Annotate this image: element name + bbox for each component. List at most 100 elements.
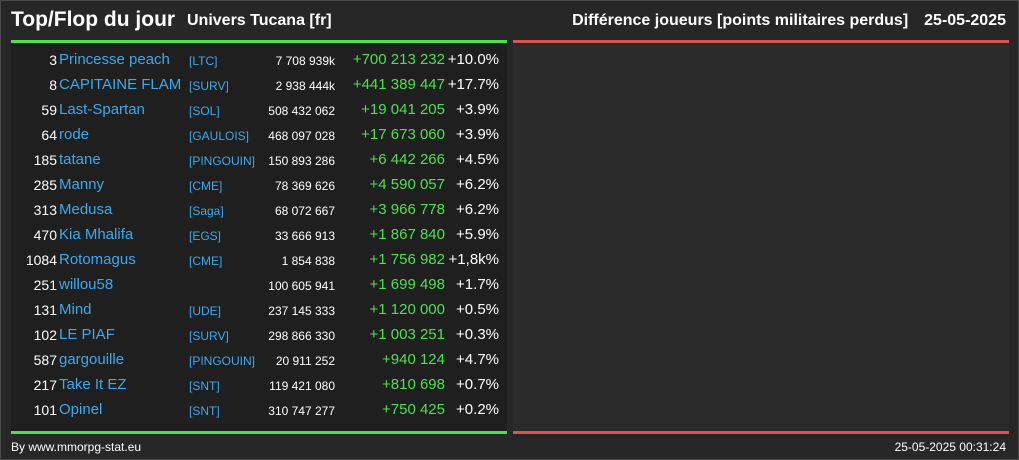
metric-label: Différence joueurs [points militaires pe…	[572, 12, 909, 29]
player-points: 1 854 838	[281, 254, 335, 268]
player-row: 587 gargouille [PINGOUIN] 20 911 252 +940 12…	[11, 348, 507, 373]
player-row: 470 Kia Mhalifa [EGS] 33 666 913 +1 867 840 +…	[11, 223, 507, 248]
player-row: 217 Take It EZ [SNT] 119 421 080 +810 698 +0.…	[11, 373, 507, 398]
player-name-link[interactable]: willou58	[59, 276, 114, 293]
player-percent: +4.7%	[456, 351, 499, 368]
player-points: 237 145 333	[268, 304, 335, 318]
player-alliance-link[interactable]: [UDE]	[189, 304, 222, 318]
player-rank: 587	[33, 352, 57, 368]
player-alliance-link[interactable]: [CME]	[189, 179, 223, 193]
player-diff: +3 966 778	[369, 201, 446, 218]
player-points: 78 369 626	[274, 179, 335, 193]
page-title: Top/Flop du jour	[11, 8, 176, 31]
player-diff: +700 213 232	[352, 51, 445, 68]
player-points: 2 938 444k	[275, 79, 335, 93]
player-percent: +3.9%	[456, 126, 499, 143]
player-alliance-link[interactable]: [SURV]	[189, 329, 229, 343]
player-name-link[interactable]: CAPITAINE FLAM	[59, 76, 182, 93]
player-points: 20 911 252	[275, 354, 335, 368]
player-percent: +6.2%	[456, 201, 499, 218]
player-rank: 285	[33, 177, 57, 193]
player-diff: +810 698	[382, 376, 445, 393]
player-row: 8 CAPITAINE FLAM [SURV] 2 938 444k +441 389 …	[11, 73, 507, 98]
top-divider-green	[11, 40, 507, 43]
player-alliance-link[interactable]: [PINGOUIN]	[189, 154, 256, 168]
player-name-link[interactable]: Last-Spartan	[59, 101, 145, 118]
player-alliance-link[interactable]: [SURV]	[189, 79, 229, 93]
bottom-divider-red	[513, 431, 1009, 434]
player-rank: 102	[33, 327, 57, 343]
player-percent: +6.2%	[456, 176, 499, 193]
player-percent: +10.0%	[447, 51, 499, 68]
player-diff: +19 041 205	[361, 101, 445, 118]
player-points: 33 666 913	[274, 229, 335, 243]
player-name-link[interactable]: Rotomagus	[59, 251, 136, 268]
flop-players-panel	[513, 44, 1009, 431]
player-alliance-link[interactable]: [PINGOUIN]	[189, 354, 256, 368]
player-name-link[interactable]: Princesse peach	[59, 51, 170, 68]
player-name-link[interactable]: LE PIAF	[59, 326, 115, 343]
player-percent: +5.9%	[456, 226, 499, 243]
header-date: 25-05-2025	[924, 12, 1006, 29]
player-rank: 1084	[25, 252, 57, 268]
player-rank: 251	[33, 277, 57, 293]
player-alliance-link[interactable]: [Saga]	[189, 204, 224, 218]
footer-credit: By www.mmorpg-stat.eu	[11, 440, 142, 454]
player-diff: +1 120 000	[369, 301, 446, 318]
player-row: 102 LE PIAF [SURV] 298 866 330 +1 003 251 +0.…	[11, 323, 507, 348]
player-percent: +0.2%	[456, 401, 499, 418]
player-diff: +750 425	[382, 401, 445, 418]
player-percent: +0.5%	[456, 301, 499, 318]
player-alliance-link[interactable]: [SOL]	[189, 104, 220, 118]
player-row: 185 tatane [PINGOUIN] 150 893 286 +6 442 266…	[11, 148, 507, 173]
player-alliance-link[interactable]: [SNT]	[189, 379, 220, 393]
player-rank: 217	[33, 377, 57, 393]
player-alliance-link[interactable]: [EGS]	[189, 229, 222, 243]
player-diff: +441 389 447	[352, 76, 445, 93]
player-percent: +0.7%	[456, 376, 499, 393]
player-rank: 470	[33, 227, 57, 243]
player-diff: +17 673 060	[361, 126, 445, 143]
player-rank: 59	[41, 102, 57, 118]
player-points: 7 708 939k	[275, 54, 335, 68]
player-name-link[interactable]: gargouille	[59, 351, 125, 368]
player-row: 313 Medusa [Saga] 68 072 667 +3 966 778 +6.2%	[11, 198, 507, 223]
player-alliance-link[interactable]: [LTC]	[189, 54, 218, 68]
player-name-link[interactable]: Manny	[59, 176, 105, 193]
player-percent: +17.7%	[447, 76, 499, 93]
bottom-divider-green	[11, 431, 507, 434]
player-rank: 313	[33, 202, 57, 218]
player-name-link[interactable]: Mind	[59, 301, 92, 318]
player-points: 150 893 286	[268, 154, 335, 168]
player-row: 101 Opinel [SNT] 310 747 277 +750 425 +0.2%	[11, 398, 507, 423]
player-alliance-link[interactable]: [SNT]	[189, 404, 220, 418]
player-percent: +1.7%	[456, 276, 499, 293]
player-percent: +4.5%	[456, 151, 499, 168]
player-points: 508 432 062	[268, 104, 335, 118]
player-points: 119 421 080	[269, 379, 335, 393]
player-points: 298 866 330	[268, 329, 335, 343]
player-name-link[interactable]: Kia Mhalifa	[59, 226, 134, 243]
top-divider-red	[513, 40, 1009, 43]
player-rank: 131	[33, 302, 57, 318]
player-diff: +1 867 840	[369, 226, 446, 243]
player-name-link[interactable]: Medusa	[59, 201, 113, 218]
player-diff: +6 442 266	[369, 151, 446, 168]
player-row: 59 Last-Spartan [SOL] 508 432 062 +19 041 20…	[11, 98, 507, 123]
player-row: 3 Princesse peach [LTC] 7 708 939k +700 213 …	[11, 48, 507, 73]
player-name-link[interactable]: rode	[59, 126, 90, 143]
player-points: 310 747 277	[268, 404, 335, 418]
player-name-link[interactable]: Take It EZ	[59, 376, 127, 393]
player-percent: +0.3%	[456, 326, 499, 343]
player-name-link[interactable]: Opinel	[59, 401, 103, 418]
player-row: 64 rode [GAULOIS] 468 097 028 +17 673 060 +3.…	[11, 123, 507, 148]
player-alliance-link[interactable]: [GAULOIS]	[189, 129, 250, 143]
player-alliance-link[interactable]: [CME]	[189, 254, 223, 268]
player-name-link[interactable]: tatane	[59, 151, 101, 168]
player-points: 468 097 028	[268, 129, 335, 143]
player-diff: +4 590 057	[369, 176, 446, 193]
player-diff: +1 699 498	[369, 276, 446, 293]
player-diff: +1 003 251	[369, 326, 446, 343]
player-rank: 8	[49, 77, 57, 93]
